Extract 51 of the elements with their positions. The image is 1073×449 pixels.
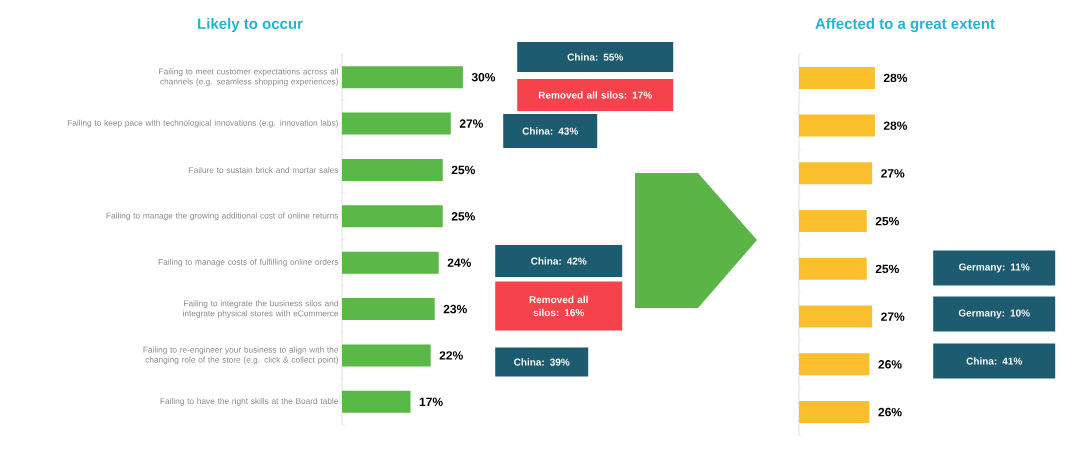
data-label: 27% xyxy=(459,119,484,128)
bar xyxy=(342,251,439,274)
text: China: 42% xyxy=(531,257,587,265)
data-label: 25% xyxy=(875,264,899,274)
data-label: 28% xyxy=(883,121,908,130)
text: Affected to a great extent xyxy=(815,17,995,33)
data-label: 27% xyxy=(881,312,905,321)
bar xyxy=(799,401,870,424)
text: Removed all silos: 16% xyxy=(529,295,588,317)
bar xyxy=(799,257,867,280)
data-label: 28% xyxy=(883,73,908,83)
bar xyxy=(342,298,435,321)
data-label: 17% xyxy=(419,397,443,407)
data-label: 23% xyxy=(443,304,467,314)
text: Germany: 11% xyxy=(959,263,1030,273)
bar xyxy=(799,305,873,328)
data-label: 24% xyxy=(447,258,471,267)
bar xyxy=(342,205,443,228)
bar xyxy=(799,353,870,376)
bar xyxy=(799,162,873,185)
data-label: 22% xyxy=(439,351,463,360)
y-tick-label: Failing to manage the growing additional cost of online returns xyxy=(106,212,339,221)
data-label: 30% xyxy=(471,72,496,82)
y-tick-label: Failing to manage costs of fulfilling online orders xyxy=(158,258,339,267)
y-tick-label: Failing to meet customer expectations across all channels (e.g. seamless shopping experiences) xyxy=(159,68,338,87)
text: China: 43% xyxy=(522,127,578,135)
bar xyxy=(342,66,463,89)
data-label: 25% xyxy=(451,212,475,221)
y-tick-label: Failing to keep pace with technological innovations (e.g. innovation labs) xyxy=(67,119,338,128)
y-tick-label: Failing to re-engineer your business to align with the changing role of the store (e.g. click & collect point) xyxy=(143,346,339,365)
data-label: 27% xyxy=(881,169,905,178)
bar xyxy=(799,114,875,137)
bar xyxy=(342,344,431,367)
bar xyxy=(342,390,411,413)
chart-title: Likely to occur xyxy=(198,18,303,32)
data-label: 25% xyxy=(451,165,475,175)
bar xyxy=(799,66,875,89)
bar xyxy=(799,210,867,233)
text: Removed all silos: 17% xyxy=(538,91,652,99)
y-tick-label: Failure to sustain brick and mortar sales xyxy=(189,166,339,173)
y-tick-label: Failing to integrate the business silos and integrate physical stores with eCommerce xyxy=(183,300,339,318)
data-label: 26% xyxy=(878,360,902,369)
y-tick-label: Failing to have the right skills at the Board table xyxy=(160,397,339,406)
text: Germany: 10% xyxy=(958,309,1030,319)
bar xyxy=(342,158,443,181)
text: China: 55% xyxy=(567,53,623,61)
bar xyxy=(342,112,451,135)
text: China: 39% xyxy=(514,358,570,366)
data-label: 25% xyxy=(875,216,899,226)
data-label: 26% xyxy=(878,407,902,417)
text: China: 41% xyxy=(966,357,1022,365)
